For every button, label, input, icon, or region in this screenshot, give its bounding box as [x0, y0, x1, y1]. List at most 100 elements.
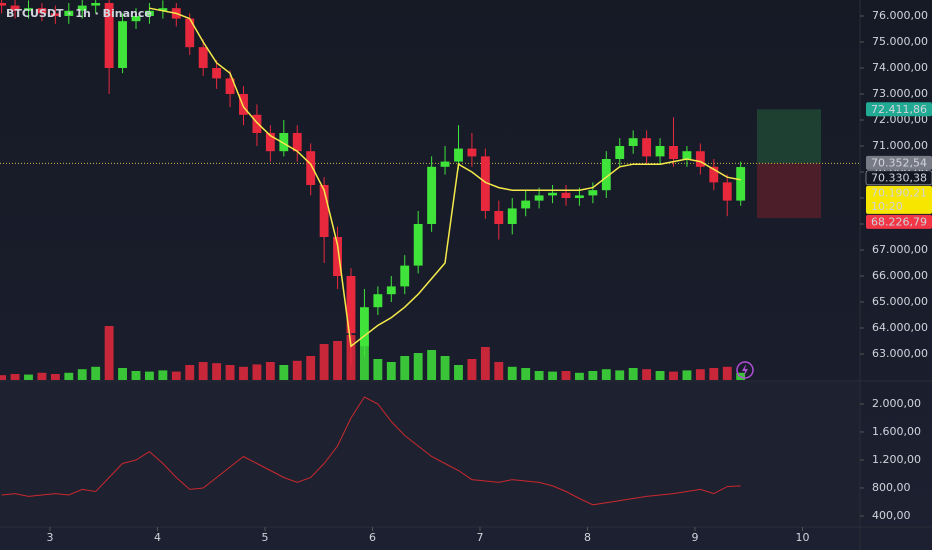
- y-tick-label: 73.000,00: [872, 87, 928, 100]
- volume-bar: [628, 368, 638, 380]
- candle-body: [24, 8, 33, 11]
- volume-bar: [709, 368, 719, 380]
- y-tick-label: 400,00: [872, 509, 911, 522]
- volume-bar: [682, 370, 692, 380]
- candle-body: [736, 167, 746, 201]
- alert-icon[interactable]: [736, 361, 754, 379]
- candle-body: [507, 208, 517, 224]
- volume-bar: [319, 344, 329, 380]
- y-tick-label: 2.000,00: [872, 397, 921, 410]
- volume-bar: [158, 370, 168, 380]
- volume-bar: [521, 368, 531, 380]
- volume-bar: [548, 371, 557, 380]
- volume-bar: [655, 371, 665, 380]
- volume-bar: [440, 356, 450, 380]
- volume-bar: [0, 375, 7, 380]
- volume-bar: [534, 371, 544, 380]
- candle-body: [400, 265, 410, 287]
- volume-bar: [198, 362, 208, 380]
- volume-bar: [118, 368, 127, 380]
- alert-bolt: [742, 364, 748, 376]
- candle-body: [534, 195, 544, 201]
- candle-body: [642, 138, 652, 157]
- price-badge-label: 72.411,86: [871, 103, 927, 116]
- y-tick-label: 74.000,00: [872, 61, 928, 74]
- price-badge-label: 68.226,79: [871, 215, 927, 228]
- candle-body: [574, 195, 584, 198]
- y-tick-label: 66.000,00: [872, 269, 928, 282]
- position-loss: [757, 163, 821, 219]
- candle-body: [494, 210, 504, 224]
- indicator-pane: [0, 382, 860, 527]
- volume-bar: [333, 341, 342, 380]
- volume-bar: [212, 363, 222, 380]
- candle-body: [225, 78, 235, 94]
- candle-body: [64, 10, 74, 16]
- volume-bar: [24, 374, 33, 380]
- candle-body: [521, 200, 531, 209]
- volume-bar: [64, 372, 74, 380]
- x-tick-label: 9: [691, 531, 698, 544]
- candle-body: [50, 13, 60, 16]
- volume-bar: [10, 374, 20, 380]
- candle-body: [292, 132, 302, 152]
- candle-body: [359, 307, 369, 347]
- x-tick-label: 4: [154, 531, 161, 544]
- volume-bar: [37, 372, 47, 380]
- y-tick-label: 64.000,00: [872, 321, 928, 334]
- candle-body: [319, 184, 329, 237]
- candle-body: [333, 236, 342, 276]
- candle-body: [0, 2, 7, 6]
- price-badge: [866, 214, 932, 229]
- y-tick-label: 65.000,00: [872, 295, 928, 308]
- volume-bar: [695, 369, 705, 380]
- volume-bar: [642, 369, 652, 380]
- price-badge-label: 70.190,21: [871, 186, 927, 199]
- x-tick-label: 7: [476, 531, 483, 544]
- volume-bar: [144, 371, 154, 380]
- volume-bar: [171, 371, 181, 380]
- chart-title: BTCUSDT · 1h · Binance: [6, 7, 152, 20]
- candle-body: [373, 294, 383, 308]
- volume-bar: [265, 362, 275, 380]
- y-tick-label: 63.000,00: [872, 347, 928, 360]
- volume-bar: [574, 372, 584, 380]
- candle-body: [185, 18, 195, 48]
- price-badge-label: 70.330,38: [871, 171, 927, 184]
- volume-bar: [279, 365, 289, 380]
- volume-bar: [91, 366, 101, 380]
- price-badge: [866, 185, 932, 214]
- x-tick-label: 5: [261, 531, 268, 544]
- volume-bar: [373, 359, 383, 380]
- volume-bar: [359, 338, 369, 380]
- y-tick-label: 800,00: [872, 481, 911, 494]
- y-tick-label: 76.000,00: [872, 9, 928, 22]
- volume-bar: [131, 371, 141, 380]
- candle-body: [91, 2, 101, 6]
- candle-body: [265, 132, 275, 152]
- candle-body: [239, 93, 248, 115]
- volume-bar: [400, 356, 410, 380]
- volume-bar: [225, 365, 235, 380]
- y-tick-label: 71.000,00: [872, 139, 928, 152]
- volume-bar: [601, 369, 611, 380]
- candle-body: [198, 47, 208, 68]
- volume-bar: [494, 362, 504, 380]
- candle-body: [561, 192, 571, 198]
- volume-bar: [427, 350, 437, 380]
- candle-body: [454, 148, 463, 162]
- candle-body: [588, 190, 598, 196]
- candle-body: [118, 21, 127, 68]
- volume-bar: [561, 371, 571, 380]
- volume-bar: [386, 362, 396, 380]
- volume-bar: [615, 370, 625, 380]
- candle-body: [628, 138, 638, 146]
- candle-body: [10, 5, 20, 11]
- volume-bar: [77, 369, 87, 380]
- y-tick-label: 1.600,00: [872, 425, 921, 438]
- candle-body: [682, 151, 692, 159]
- y-tick-label: 1.200,00: [872, 453, 921, 466]
